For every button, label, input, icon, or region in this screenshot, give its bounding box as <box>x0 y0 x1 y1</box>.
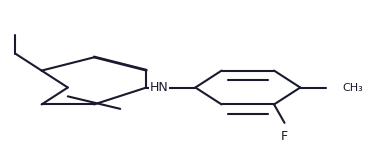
Text: HN: HN <box>150 81 168 94</box>
Text: F: F <box>281 130 288 143</box>
Text: CH₃: CH₃ <box>342 82 363 93</box>
